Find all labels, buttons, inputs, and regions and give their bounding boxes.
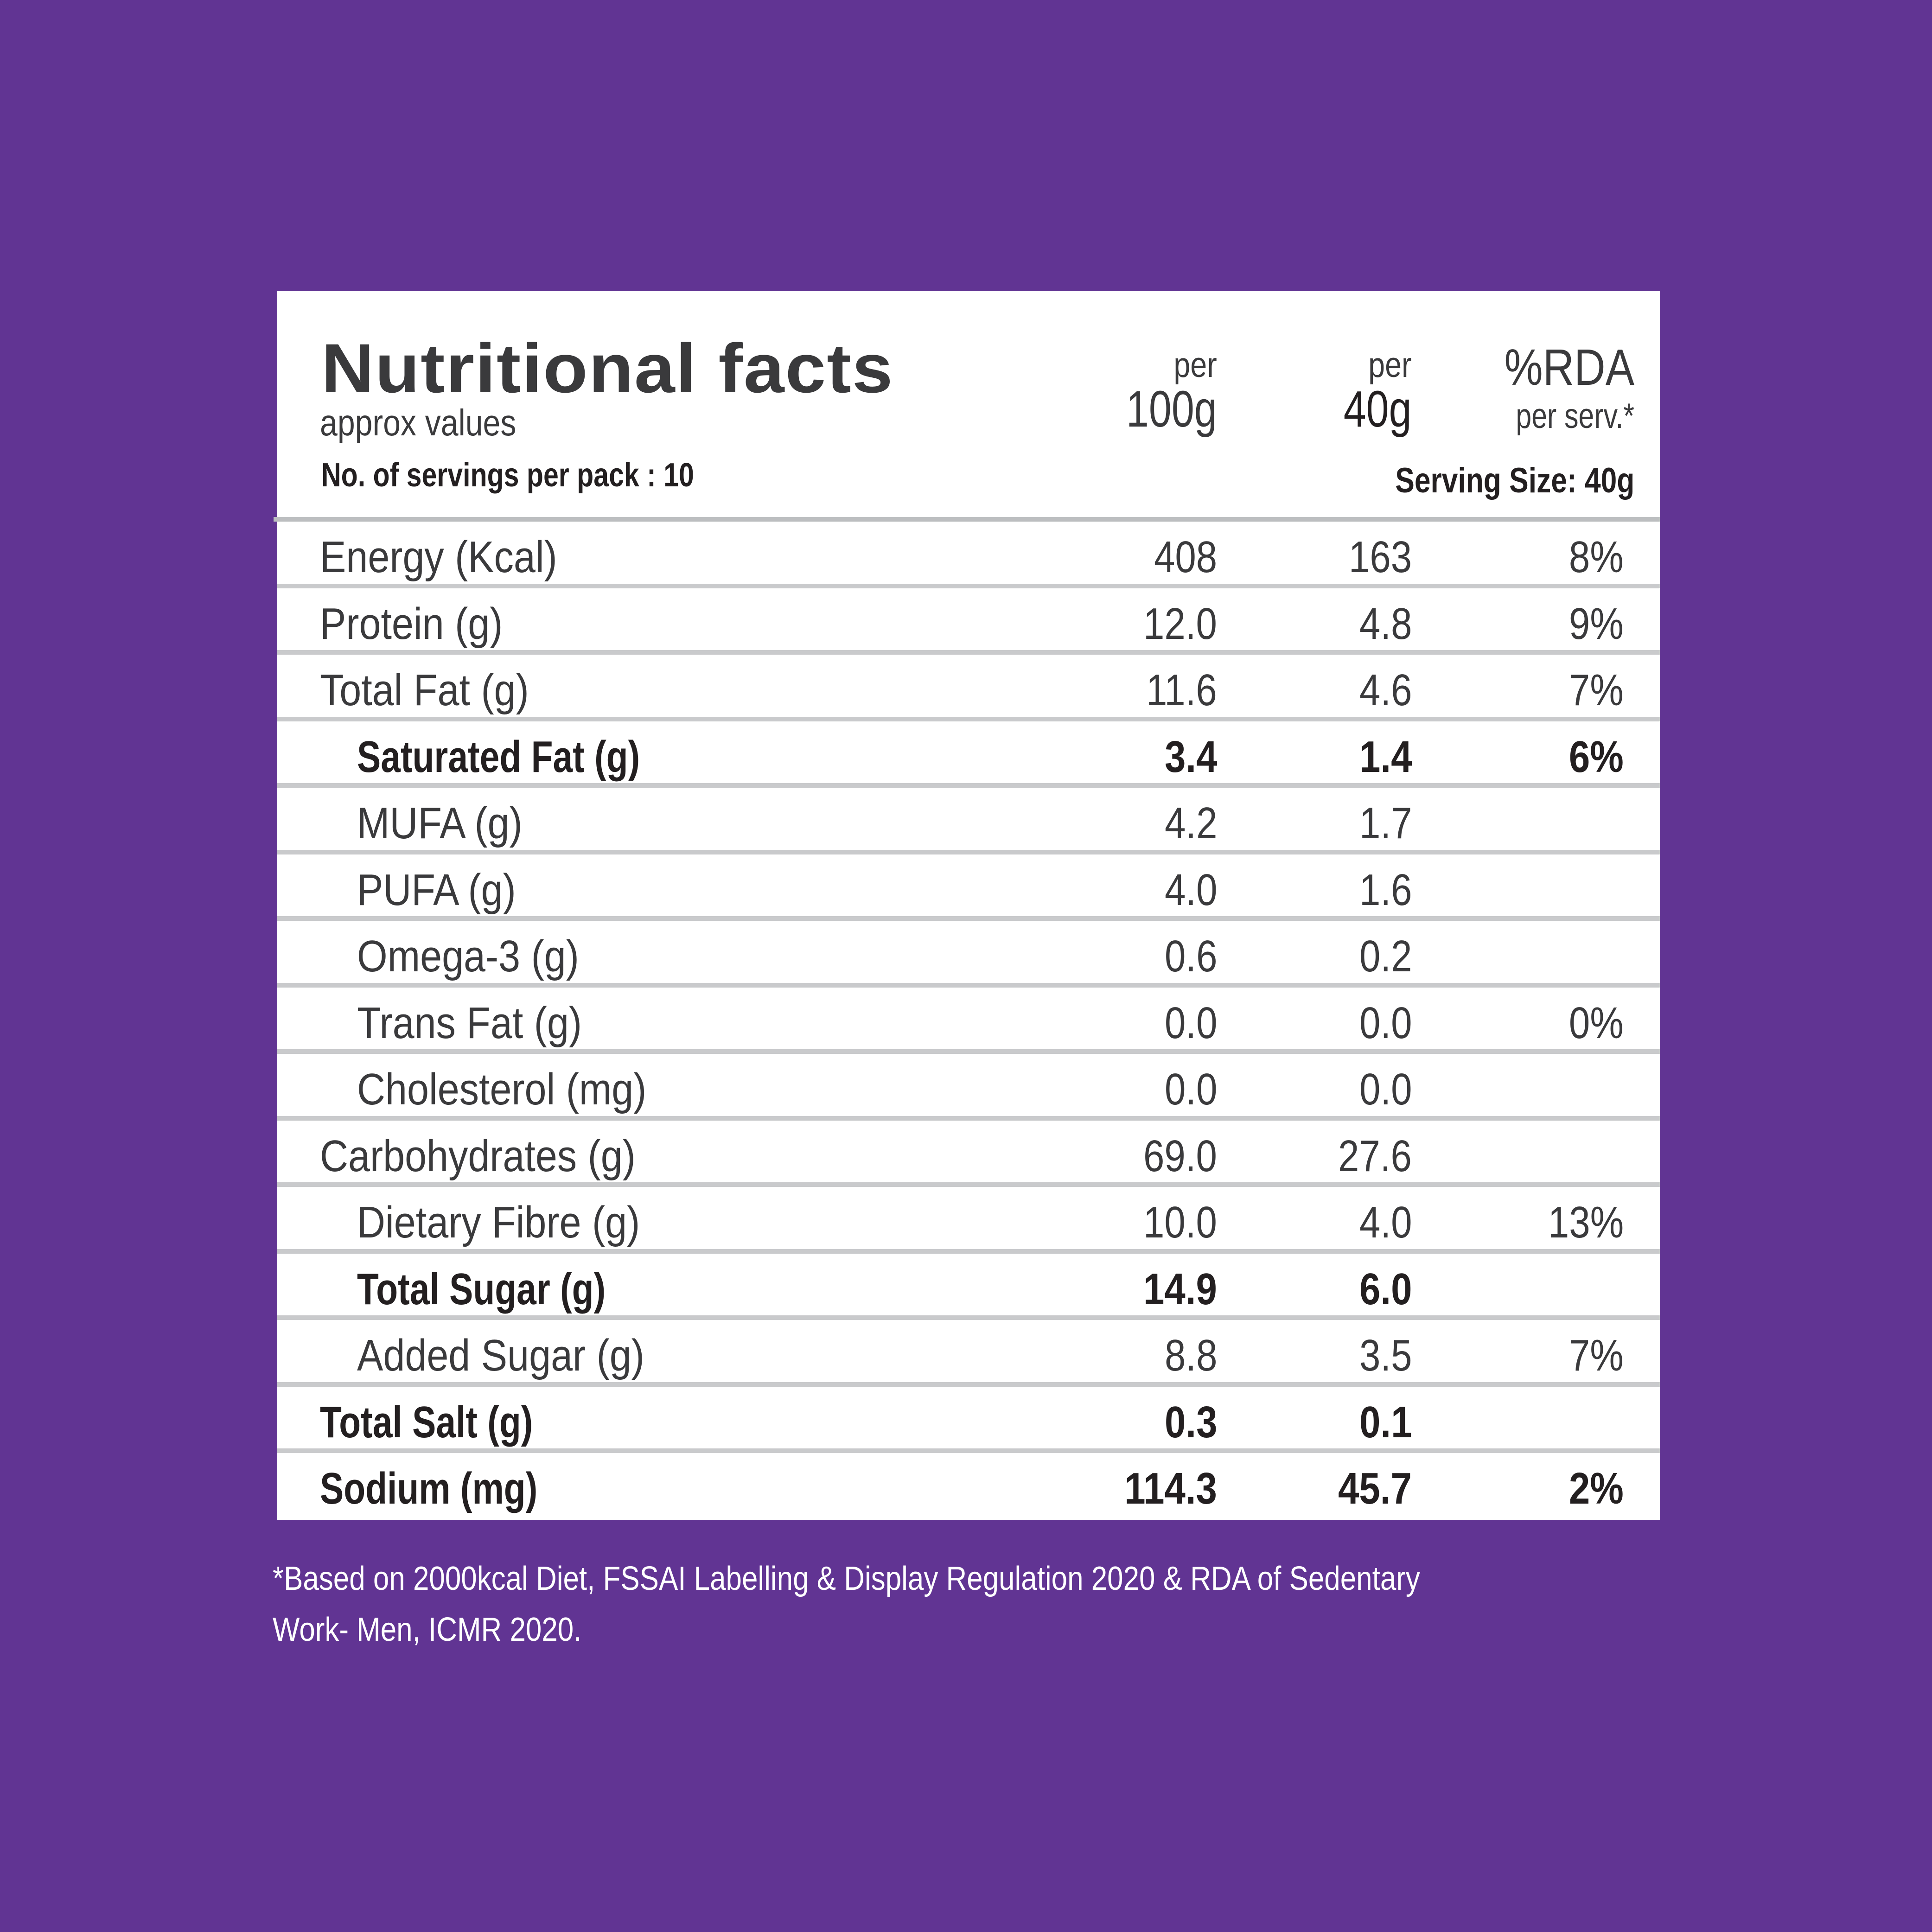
value-per-40g: 4.6	[1359, 665, 1412, 715]
value-per-100g: 114.3	[1124, 1464, 1217, 1513]
nutrient-label: Saturated Fat (g)	[357, 732, 640, 782]
column-header-per-100g: per 100g	[1103, 347, 1217, 435]
value-per-100g: 8.8	[1164, 1331, 1217, 1380]
table-row: Added Sugar (g) 8.8 3.5 7%	[277, 1320, 1660, 1387]
nutrient-label: MUFA (g)	[357, 798, 523, 848]
header-divider	[274, 517, 1660, 522]
column-header-line1: per	[1368, 345, 1412, 385]
nutrient-label: Sodium (mg)	[320, 1464, 538, 1513]
table-row: Cholesterol (mg) 0.0 0.0	[277, 1054, 1660, 1121]
table-row: PUFA (g) 4.0 1.6	[277, 854, 1660, 921]
value-per-100g: 4.2	[1164, 798, 1217, 848]
value-per-100g: 11.6	[1146, 665, 1217, 715]
value-per-40g: 163	[1348, 532, 1412, 582]
value-per-100g: 10.0	[1143, 1198, 1217, 1247]
nutrient-label: Total Sugar (g)	[357, 1264, 606, 1314]
value-per-40g: 45.7	[1338, 1464, 1412, 1513]
value-per-40g: 1.7	[1359, 798, 1412, 848]
table-row: Trans Fat (g) 0.0 0.0 0%	[277, 988, 1660, 1054]
table-row: Omega-3 (g) 0.6 0.2	[277, 921, 1660, 988]
subtitle: approx values	[320, 402, 516, 443]
table-header: Nutritional facts approx values No. of s…	[277, 291, 1660, 518]
table-row: Total Salt (g) 0.3 0.1	[277, 1387, 1660, 1453]
value-per-40g: 0.0	[1359, 1065, 1412, 1114]
column-header-line1: %RDA	[1504, 339, 1634, 396]
value-rda: 6%	[1569, 732, 1624, 782]
value-per-40g: 3.5	[1359, 1331, 1412, 1380]
column-header-per-40g: per 40g	[1326, 347, 1412, 435]
nutrition-table: Energy (Kcal) 408 163 8% Protein (g) 12.…	[277, 522, 1660, 1515]
column-header-line2: 40g	[1344, 381, 1412, 438]
value-rda: 8%	[1569, 532, 1624, 582]
value-per-100g: 0.0	[1164, 1065, 1217, 1114]
column-header-rda: %RDA per serv.*	[1481, 342, 1634, 440]
value-rda: 0%	[1569, 998, 1624, 1048]
table-row: Saturated Fat (g) 3.4 1.4 6%	[277, 721, 1660, 788]
nutrient-label: Trans Fat (g)	[357, 998, 582, 1048]
nutrient-label: Total Fat (g)	[320, 665, 529, 715]
value-per-40g: 0.1	[1359, 1397, 1412, 1447]
value-per-100g: 0.3	[1164, 1397, 1217, 1447]
value-per-40g: 0.2	[1359, 931, 1412, 981]
value-rda: 2%	[1569, 1464, 1624, 1513]
column-header-line2: 100g	[1126, 381, 1217, 438]
value-per-40g: 6.0	[1359, 1264, 1412, 1314]
value-rda: 7%	[1569, 665, 1624, 715]
value-per-100g: 0.6	[1164, 931, 1217, 981]
table-row: Dietary Fibre (g) 10.0 4.0 13%	[277, 1187, 1660, 1254]
footnote-line1: *Based on 2000kcal Diet, FSSAI Labelling…	[273, 1560, 1420, 1597]
nutrient-label: Protein (g)	[320, 599, 503, 649]
table-row: Sodium (mg) 114.3 45.7 2%	[277, 1453, 1660, 1515]
serving-size: Serving Size: 40g	[1395, 461, 1634, 500]
value-per-40g: 27.6	[1338, 1131, 1412, 1181]
table-row: Energy (Kcal) 408 163 8%	[277, 522, 1660, 588]
value-per-100g: 69.0	[1143, 1131, 1217, 1181]
value-per-40g: 1.4	[1359, 732, 1412, 782]
nutrient-label: Cholesterol (mg)	[357, 1065, 647, 1114]
value-per-40g: 4.0	[1359, 1198, 1412, 1247]
value-per-100g: 0.0	[1164, 998, 1217, 1048]
footnote-line2: Work- Men, ICMR 2020.	[273, 1611, 582, 1648]
value-rda: 7%	[1569, 1331, 1624, 1380]
table-row: Carbohydrates (g) 69.0 27.6	[277, 1121, 1660, 1187]
nutrition-facts-card: Nutritional facts approx values No. of s…	[274, 291, 1660, 1520]
table-row: Total Sugar (g) 14.9 6.0	[277, 1254, 1660, 1320]
footnote: *Based on 2000kcal Diet, FSSAI Labelling…	[273, 1553, 1664, 1655]
table-row: Total Fat (g) 11.6 4.6 7%	[277, 655, 1660, 721]
nutrient-label: Added Sugar (g)	[357, 1331, 644, 1380]
nutrient-label: PUFA (g)	[357, 865, 516, 915]
page-title: Nutritional facts	[321, 329, 894, 407]
value-per-100g: 4.0	[1164, 865, 1217, 915]
servings-per-pack: No. of servings per pack : 10	[321, 457, 694, 494]
column-header-line2: per serv.*	[1516, 396, 1634, 436]
value-per-40g: 1.6	[1359, 865, 1412, 915]
nutrient-label: Total Salt (g)	[320, 1397, 533, 1447]
value-per-40g: 4.8	[1359, 599, 1412, 649]
table-row: MUFA (g) 4.2 1.7	[277, 788, 1660, 854]
table-row: Protein (g) 12.0 4.8 9%	[277, 588, 1660, 655]
nutrient-label: Omega-3 (g)	[357, 931, 579, 981]
value-per-100g: 408	[1154, 532, 1217, 582]
value-per-100g: 12.0	[1143, 599, 1217, 649]
value-rda: 13%	[1548, 1198, 1624, 1247]
nutrient-label: Carbohydrates (g)	[320, 1131, 636, 1181]
value-per-100g: 3.4	[1164, 732, 1217, 782]
nutrient-label: Energy (Kcal)	[320, 532, 557, 582]
nutrient-label: Dietary Fibre (g)	[357, 1198, 640, 1247]
column-header-line1: per	[1173, 345, 1217, 385]
value-rda: 9%	[1569, 599, 1624, 649]
value-per-100g: 14.9	[1143, 1264, 1217, 1314]
value-per-40g: 0.0	[1359, 998, 1412, 1048]
